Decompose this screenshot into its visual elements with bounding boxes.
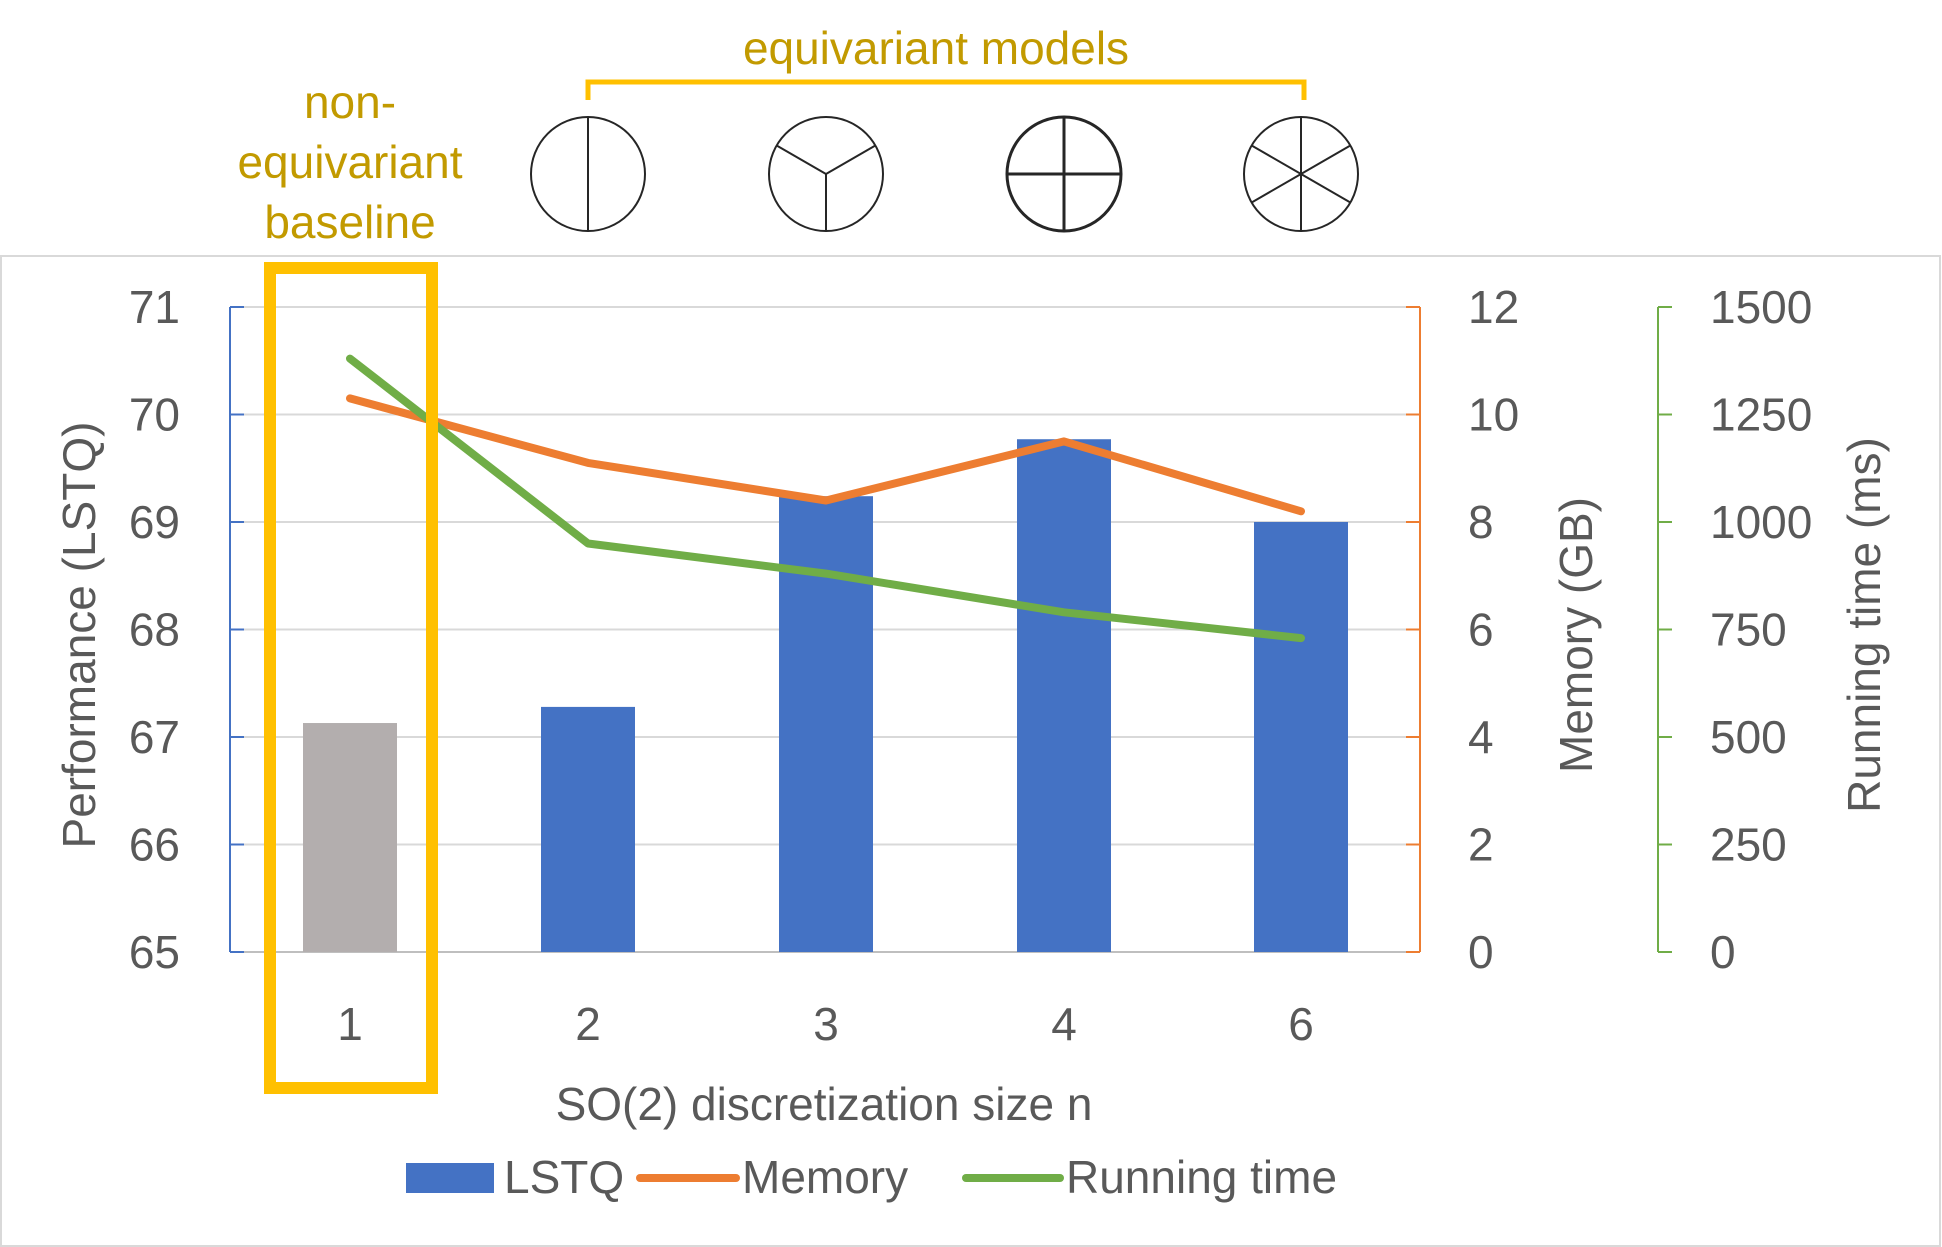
runtime-tick-label: 0 (1710, 926, 1736, 978)
legend-label-memory: Memory (742, 1151, 908, 1203)
x-tick-label: 4 (1051, 998, 1077, 1050)
lstq-bar-2 (541, 706, 635, 952)
runtime-tick-label: 500 (1710, 711, 1787, 763)
runtime-axis-label: Running time (ms) (1838, 437, 1890, 813)
x-tick-labels: 1 2 3 4 6 (337, 998, 1314, 1050)
x-tick-label: 1 (337, 998, 363, 1050)
left-tick-label: 65 (129, 926, 180, 978)
baseline-annotation-line-1: non- (304, 76, 396, 128)
memory-tick-label: 12 (1468, 281, 1519, 333)
left-tick-label: 71 (129, 281, 180, 333)
x-tick-label: 2 (575, 998, 601, 1050)
so2-n3-icon (768, 116, 884, 232)
lstq-bar-6 (1254, 522, 1348, 952)
left-tick-label: 69 (129, 496, 180, 548)
left-tick-label: 70 (129, 389, 180, 441)
runtime-tick-label: 1500 (1710, 281, 1812, 333)
legend: LSTQ Memory Running time (406, 1151, 1337, 1203)
baseline-highlight-box (264, 262, 438, 1094)
running-time-line (346, 354, 1305, 643)
axes: 6566676869707102468101202505007501000125… (129, 281, 1813, 978)
memory-line (346, 394, 1305, 516)
memory-tick-label: 6 (1468, 604, 1494, 656)
memory-tick-label: 4 (1468, 711, 1494, 763)
lstq-bars (303, 439, 1348, 953)
x-axis-label: SO(2) discretization size n (556, 1078, 1093, 1130)
equivariant-bracket (585, 79, 1307, 100)
memory-tick-label: 2 (1468, 819, 1494, 871)
runtime-tick-label: 1250 (1710, 389, 1812, 441)
legend-label-running-time: Running time (1066, 1151, 1337, 1203)
lstq-bar-4 (1017, 439, 1111, 953)
left-tick-label: 67 (129, 711, 180, 763)
legend-swatch-lstq (406, 1163, 494, 1193)
left-axis-label: Performance (LSTQ) (53, 422, 105, 849)
baseline-annotation-line-3: baseline (264, 196, 435, 248)
runtime-tick-label: 750 (1710, 604, 1787, 656)
lstq-bar-1 (303, 723, 397, 952)
line-series (346, 354, 1305, 643)
runtime-tick-label: 1000 (1710, 496, 1812, 548)
legend-label-lstq: LSTQ (504, 1151, 624, 1203)
so2-n4-icon (1005, 115, 1123, 233)
equivariant-annotation: equivariant models (743, 22, 1129, 74)
memory-tick-label: 8 (1468, 496, 1494, 548)
runtime-tick-label: 250 (1710, 819, 1787, 871)
left-tick-label: 66 (129, 819, 180, 871)
left-tick-label: 68 (129, 604, 180, 656)
memory-tick-label: 10 (1468, 389, 1519, 441)
lstq-bar-3 (779, 496, 873, 952)
so2-n2-icon (530, 116, 646, 232)
discretization-icons (530, 115, 1359, 233)
x-tick-label: 3 (813, 998, 839, 1050)
x-tick-label: 6 (1288, 998, 1314, 1050)
so2-n6-icon (1243, 116, 1359, 232)
memory-tick-label: 0 (1468, 926, 1494, 978)
baseline-annotation-line-2: equivariant (237, 136, 462, 188)
memory-axis-label: Memory (GB) (1550, 497, 1602, 773)
